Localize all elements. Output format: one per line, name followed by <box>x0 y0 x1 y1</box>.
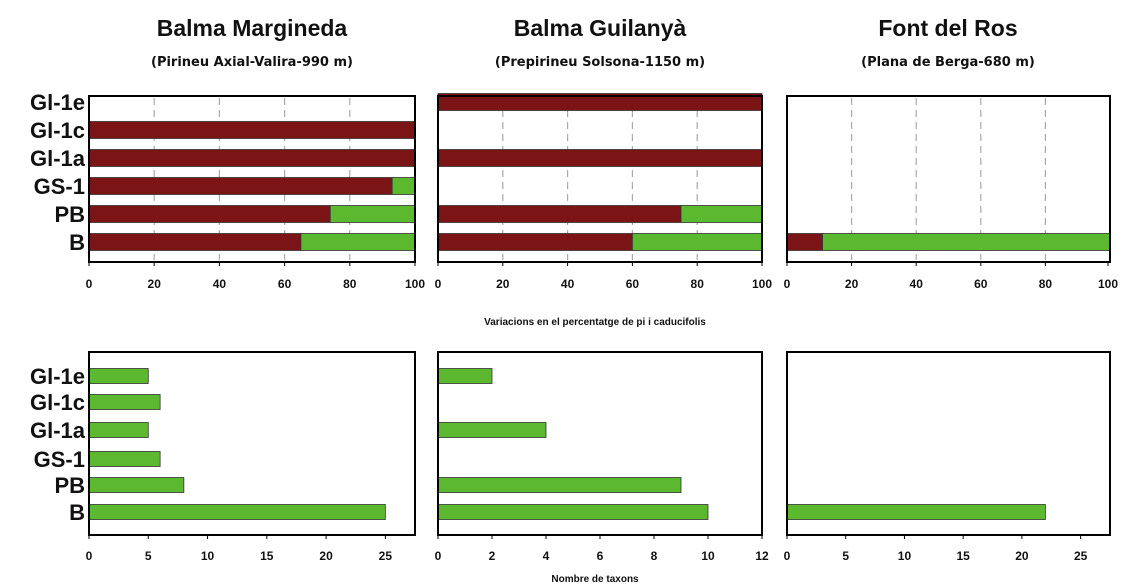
x-tick-label: 0 <box>435 277 442 291</box>
bar <box>88 422 149 438</box>
x-tick-label: 5 <box>842 549 849 563</box>
plot-frame <box>786 95 1111 263</box>
bar <box>329 205 416 223</box>
x-tick-label: 4 <box>543 549 550 563</box>
bottom-x-axis-label: Nombre de taxons <box>551 574 639 585</box>
panel-title: Balma Margineda <box>157 15 348 41</box>
x-tick-label: 40 <box>561 277 575 291</box>
category-label: GS-1 <box>34 447 85 472</box>
bar <box>300 233 416 251</box>
category-label: GS-1 <box>34 174 85 199</box>
x-tick-label: 80 <box>691 277 705 291</box>
x-tick-label: 100 <box>752 277 772 291</box>
bar <box>88 205 331 223</box>
category-label: Gl-1c <box>30 390 85 415</box>
x-tick-label: 0 <box>86 549 93 563</box>
bar <box>88 177 393 195</box>
bar <box>632 233 763 251</box>
category-label: PB <box>54 473 85 498</box>
x-tick-label: 0 <box>784 549 791 563</box>
x-tick-label: 20 <box>496 277 510 291</box>
category-label: Gl-1e <box>30 364 85 389</box>
bar <box>391 177 416 195</box>
panel-title: Balma Guilanyà <box>514 15 687 41</box>
plot-frame <box>437 95 763 263</box>
bar <box>88 451 161 467</box>
x-tick-label: 25 <box>379 549 393 563</box>
category-label: Gl-1a <box>30 418 86 443</box>
bar <box>786 504 1046 520</box>
bar <box>786 233 823 251</box>
x-tick-label: 12 <box>755 549 769 563</box>
plot-frame <box>786 351 1111 536</box>
bar <box>88 504 386 520</box>
x-tick-label: 40 <box>213 277 227 291</box>
x-tick-label: 0 <box>86 277 93 291</box>
category-label: Gl-1e <box>30 90 85 115</box>
bar <box>437 368 493 384</box>
x-tick-label: 60 <box>974 277 988 291</box>
bar <box>822 233 1111 251</box>
x-tick-label: 25 <box>1074 549 1088 563</box>
x-tick-label: 10 <box>701 549 715 563</box>
category-label: Gl-1c <box>30 118 85 143</box>
bar <box>437 149 763 167</box>
top-x-axis-label: Variacions en el percentatge de pi i cad… <box>484 317 706 328</box>
x-tick-label: 0 <box>784 277 791 291</box>
panel-title: Font del Ros <box>878 15 1017 41</box>
x-tick-label: 20 <box>1015 549 1029 563</box>
plot-frame <box>88 95 416 263</box>
x-tick-label: 8 <box>651 549 658 563</box>
x-tick-label: 80 <box>1039 277 1053 291</box>
x-tick-label: 100 <box>1098 277 1118 291</box>
x-tick-label: 40 <box>910 277 924 291</box>
x-tick-label: 0 <box>435 549 442 563</box>
x-tick-label: 2 <box>489 549 496 563</box>
bar <box>437 233 633 251</box>
bar <box>437 477 682 493</box>
x-tick-label: 5 <box>145 549 152 563</box>
panel-subtitle: (Pirineu Axial-Valira-990 m) <box>151 55 353 70</box>
bar <box>88 368 149 384</box>
bar <box>680 205 763 223</box>
x-tick-label: 20 <box>319 549 333 563</box>
bar <box>88 121 416 139</box>
bar <box>88 394 161 410</box>
x-tick-label: 10 <box>201 549 215 563</box>
panel-subtitle: (Plana de Berga-680 m) <box>861 55 1035 70</box>
x-tick-label: 80 <box>343 277 357 291</box>
x-tick-label: 10 <box>898 549 912 563</box>
x-tick-label: 60 <box>626 277 640 291</box>
x-tick-label: 60 <box>278 277 292 291</box>
category-label: PB <box>54 202 85 227</box>
category-label: Gl-1a <box>30 146 86 171</box>
x-tick-label: 100 <box>405 277 425 291</box>
bar <box>88 149 416 167</box>
bar <box>88 477 185 493</box>
x-tick-label: 15 <box>957 549 971 563</box>
plot-frame <box>88 351 416 536</box>
panel-subtitle: (Prepirineu Solsona-1150 m) <box>495 55 705 70</box>
bar <box>437 205 682 223</box>
bar <box>437 504 709 520</box>
category-label: B <box>69 500 85 525</box>
bar <box>437 422 547 438</box>
bar <box>88 233 302 251</box>
x-tick-label: 20 <box>148 277 162 291</box>
category-label: B <box>69 230 85 255</box>
x-tick-label: 15 <box>260 549 274 563</box>
x-tick-label: 6 <box>597 549 604 563</box>
x-tick-label: 20 <box>845 277 859 291</box>
